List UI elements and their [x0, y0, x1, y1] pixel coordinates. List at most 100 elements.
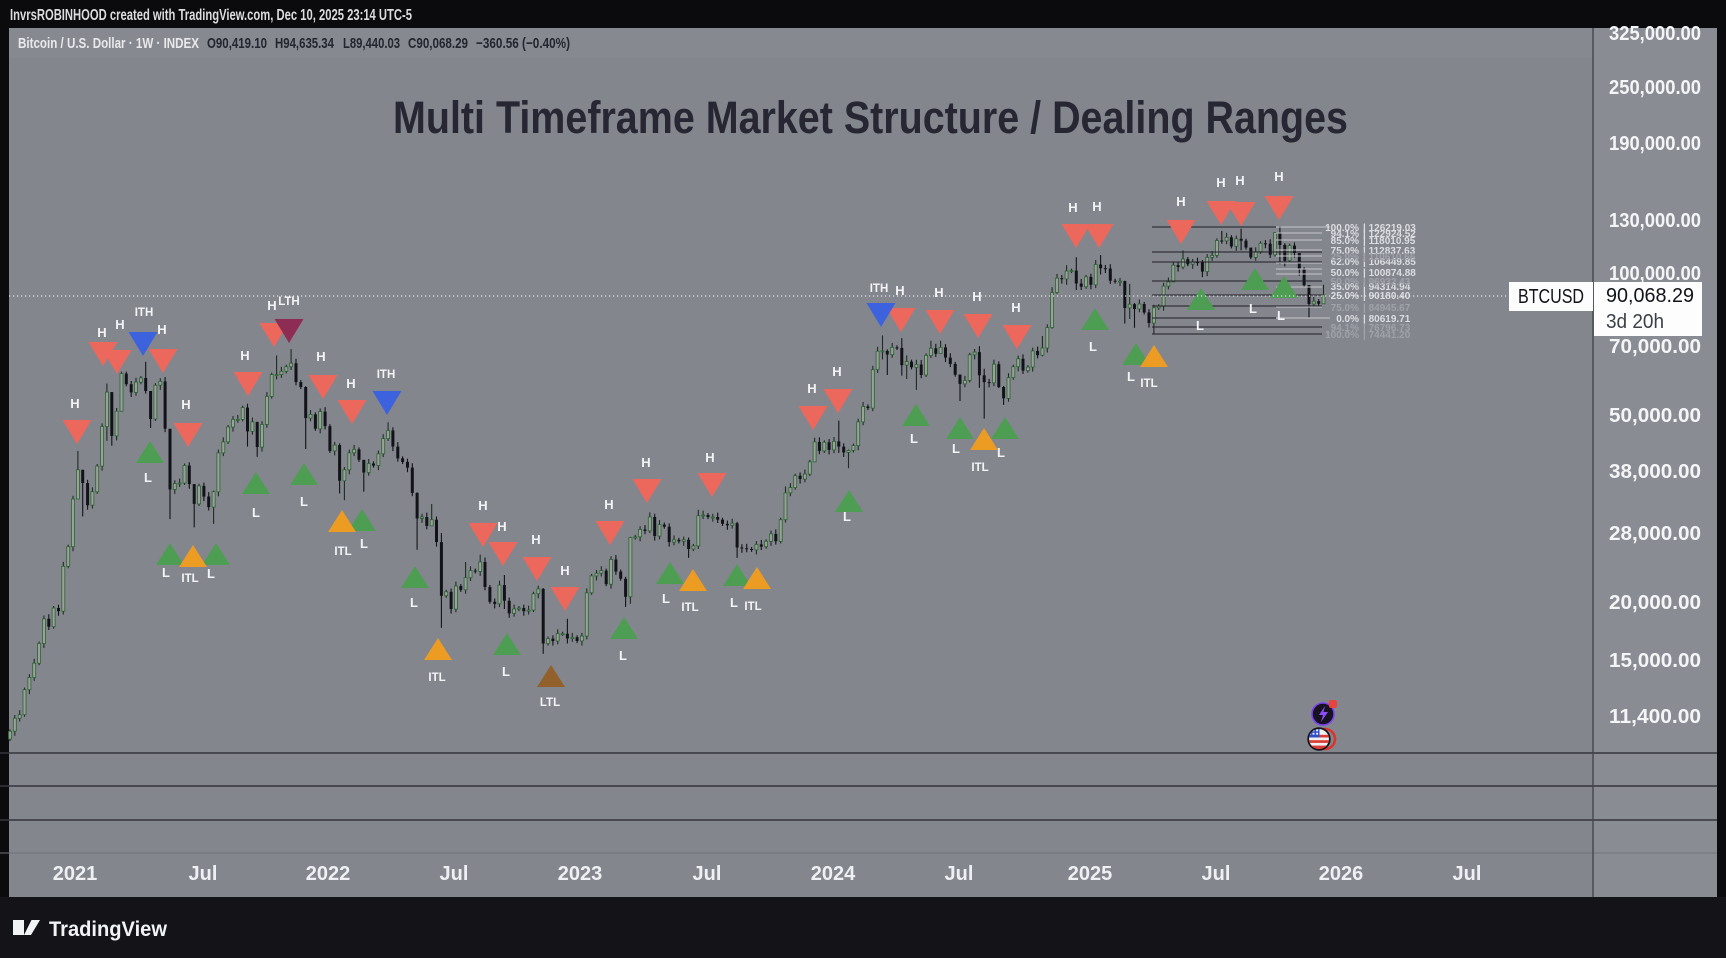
svg-text:ITL: ITL [971, 462, 988, 474]
svg-text:LTL: LTL [540, 697, 560, 709]
svg-text:28,000.00: 28,000.00 [1609, 523, 1701, 545]
svg-text:H: H [1011, 300, 1020, 315]
svg-text:L: L [1277, 308, 1285, 323]
svg-text:94.1%: 94.1% [1331, 229, 1359, 240]
svg-text:ITL: ITL [428, 672, 445, 684]
svg-text:L: L [619, 648, 627, 663]
svg-text:2024: 2024 [811, 863, 856, 885]
svg-text:90,068.29: 90,068.29 [1606, 285, 1694, 307]
svg-text:| 112837.63: | 112837.63 [1363, 246, 1416, 257]
svg-text:L: L [1249, 301, 1257, 316]
svg-text:85.0%: 85.0% [1331, 236, 1359, 247]
svg-text:Jul: Jul [1453, 863, 1482, 885]
svg-text:100,000.00: 100,000.00 [1609, 263, 1701, 285]
svg-text:O90,419.10: O90,419.10 [207, 35, 267, 52]
svg-text:L: L [1127, 369, 1135, 384]
svg-text:| 126219.03: | 126219.03 [1363, 223, 1416, 234]
svg-text:L: L [502, 664, 510, 679]
svg-text:H: H [705, 450, 714, 465]
svg-text:130,000.00: 130,000.00 [1609, 210, 1701, 232]
svg-text:L: L [360, 536, 368, 551]
svg-text:L: L [997, 445, 1005, 460]
svg-text:2022: 2022 [306, 863, 351, 885]
svg-text:325,000.00: 325,000.00 [1609, 23, 1701, 45]
svg-text:H: H [895, 283, 904, 298]
svg-text:InvrsROBINHOOD created with Tr: InvrsROBINHOOD created with TradingView.… [10, 7, 412, 24]
svg-text:ITH: ITH [377, 369, 396, 381]
svg-text:| 100874.88: | 100874.88 [1363, 268, 1416, 279]
svg-text:L: L [410, 595, 418, 610]
svg-text:| 96932.43: | 96932.43 [1363, 277, 1411, 288]
svg-text:H: H [934, 285, 943, 300]
svg-text:Bitcoin / U.S. Dollar · 1W · I: Bitcoin / U.S. Dollar · 1W · INDEX [18, 35, 199, 52]
svg-text:100.0%: 100.0% [1325, 223, 1359, 234]
svg-text:| 74441.20: | 74441.20 [1363, 330, 1411, 341]
svg-text:L: L [300, 494, 308, 509]
svg-text:H: H [1092, 199, 1101, 214]
svg-text:| 118010.95: | 118010.95 [1363, 236, 1416, 247]
svg-text:ITL: ITL [1140, 378, 1157, 390]
svg-text:250,000.00: 250,000.00 [1609, 77, 1701, 99]
svg-text:Jul: Jul [1202, 863, 1231, 885]
svg-text:L: L [843, 509, 851, 524]
svg-text:H: H [157, 322, 166, 337]
svg-text:| 76796.73: | 76796.73 [1363, 323, 1411, 334]
svg-text:ITH: ITH [870, 283, 889, 295]
svg-text:50.0%: 50.0% [1331, 277, 1359, 288]
svg-text:2026: 2026 [1319, 863, 1364, 885]
svg-text:H: H [97, 325, 106, 340]
svg-text:15,000.00: 15,000.00 [1609, 650, 1701, 672]
svg-text:H: H [1068, 200, 1077, 215]
svg-text:H: H [478, 498, 487, 513]
svg-text:Multi Timeframe Market Structu: Multi Timeframe Market Structure / Deali… [393, 92, 1348, 143]
svg-text:H94,635.34: H94,635.34 [275, 35, 334, 52]
svg-text:L: L [1196, 318, 1204, 333]
svg-text:LTH: LTH [278, 296, 300, 308]
svg-text:35.0%: 35.0% [1331, 282, 1359, 293]
svg-text:2025: 2025 [1068, 863, 1113, 885]
svg-text:2023: 2023 [558, 863, 603, 885]
svg-text:50,000.00: 50,000.00 [1609, 405, 1701, 427]
svg-text:C90,068.29: C90,068.29 [408, 35, 468, 52]
svg-text:ITL: ITL [181, 573, 198, 585]
svg-text:25.0%: 25.0% [1331, 291, 1359, 302]
svg-text:70,000.00: 70,000.00 [1609, 336, 1701, 358]
svg-text:20,000.00: 20,000.00 [1609, 592, 1701, 614]
svg-text:H: H [807, 381, 816, 396]
svg-text:94.1%: 94.1% [1331, 323, 1359, 334]
svg-text:190,000.00: 190,000.00 [1609, 133, 1701, 155]
svg-text:H: H [70, 396, 79, 411]
svg-text:BTCUSD: BTCUSD [1518, 286, 1584, 308]
svg-text:H: H [1176, 194, 1185, 209]
svg-text:H: H [604, 497, 613, 512]
svg-text:0.0%: 0.0% [1336, 314, 1359, 325]
svg-text:L: L [730, 595, 738, 610]
svg-text:H: H [1274, 169, 1283, 184]
svg-text:TradingView: TradingView [49, 918, 168, 941]
svg-text:| 122924.52: | 122924.52 [1363, 229, 1416, 240]
svg-text:ITL: ITL [681, 602, 698, 614]
svg-text:| 84945.67: | 84945.67 [1363, 303, 1411, 314]
svg-text:H: H [497, 519, 506, 534]
svg-text:50.0%: 50.0% [1331, 268, 1359, 279]
svg-text:Jul: Jul [440, 863, 469, 885]
svg-text:H: H [115, 317, 124, 332]
svg-text:H: H [316, 349, 325, 364]
svg-text:H: H [267, 298, 276, 313]
svg-text:L89,440.03: L89,440.03 [343, 35, 400, 52]
svg-text:75.0%: 75.0% [1331, 303, 1359, 314]
svg-text:L: L [1089, 339, 1097, 354]
svg-text:Jul: Jul [693, 863, 722, 885]
svg-text:−360.56 (−0.40%): −360.56 (−0.40%) [476, 35, 570, 52]
svg-text:L: L [662, 591, 670, 606]
svg-text:H: H [531, 532, 540, 547]
svg-text:H: H [1216, 175, 1225, 190]
svg-text:3d 20h: 3d 20h [1606, 311, 1664, 333]
svg-text:H: H [1235, 173, 1244, 188]
svg-text:| 90180.40: | 90180.40 [1363, 291, 1411, 302]
svg-text:H: H [346, 376, 355, 391]
svg-text:2021: 2021 [53, 863, 98, 885]
svg-text:L: L [252, 505, 260, 520]
svg-text:L: L [144, 470, 152, 485]
svg-text:ITL: ITL [744, 601, 761, 613]
